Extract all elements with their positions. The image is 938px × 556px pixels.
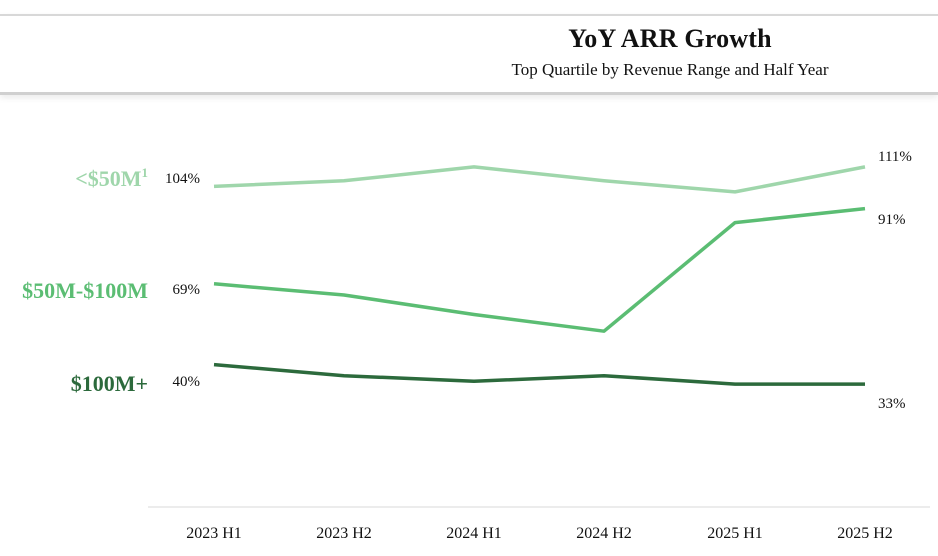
x-tick-label-3: 2024 H2 <box>576 525 632 542</box>
header-band <box>0 14 938 95</box>
x-tick-label-1: 2023 H2 <box>316 525 372 542</box>
x-tick-labels: 2023 H1 2023 H2 2024 H1 2024 H2 2025 H1 … <box>186 525 893 542</box>
series-line-under-50m <box>213 165 866 194</box>
start-label-50m-100m: 69% <box>173 282 201 298</box>
start-label-under-50m: 104% <box>165 171 200 187</box>
start-label-100m-plus: 40% <box>173 374 201 390</box>
series-label-50m-100m: $50M-$100M <box>22 278 148 303</box>
end-label-100m-plus: 33% <box>878 396 906 412</box>
x-tick-label-0: 2023 H1 <box>186 525 242 542</box>
end-label-under-50m: 111% <box>878 149 912 165</box>
chart-subtitle: Top Quartile by Revenue Range and Half Y… <box>511 60 829 79</box>
series-line-50m-100m <box>213 206 866 333</box>
end-label-50m-100m: 91% <box>878 212 906 228</box>
x-tick-label-4: 2025 H1 <box>707 525 763 542</box>
chart-title: YoY ARR Growth <box>568 24 772 53</box>
series-line-100m-plus <box>213 362 865 386</box>
x-tick-label-2: 2024 H1 <box>446 525 502 542</box>
series-label-under-50m: <$50M1 <box>75 165 148 191</box>
series-label-under-50m-text: <$50M <box>75 166 142 191</box>
series-label-100m-plus: $100M+ <box>71 371 148 396</box>
series-label-under-50m-footnote: 1 <box>142 165 149 180</box>
x-tick-label-5: 2025 H2 <box>837 525 893 542</box>
